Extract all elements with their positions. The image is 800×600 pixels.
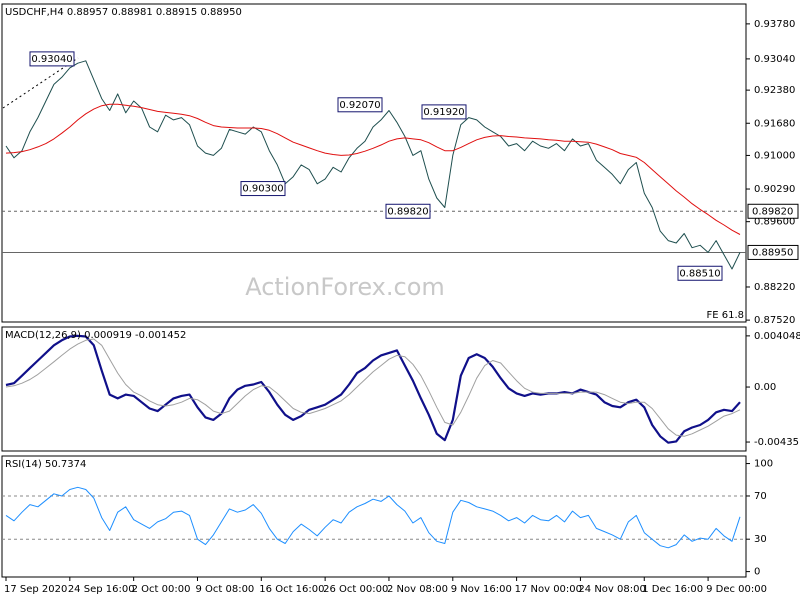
y-tick-label: 0.89600 xyxy=(754,217,795,228)
x-tick-label: 24 Nov 08:00 xyxy=(578,584,645,595)
series-line xyxy=(5,103,741,235)
y-tick-label: -0.004351 xyxy=(754,437,800,448)
x-tick-label: 17 Nov 00:00 xyxy=(515,584,582,595)
y-tick-label: 100 xyxy=(754,459,773,470)
annotation-box xyxy=(677,265,723,281)
x-tick-label: 17 Sep 2020 xyxy=(4,584,67,595)
series-line xyxy=(5,334,741,444)
panel-title: RSI(14) 50.7374 xyxy=(5,459,86,470)
panel-frame xyxy=(1,455,747,578)
panel-title: MACD(12,26,9) 0.000919 -0.001452 xyxy=(5,330,186,341)
annotation: 0.88510 xyxy=(679,268,720,279)
series-line xyxy=(5,60,741,270)
y-tick-label: 0.93780 xyxy=(754,19,795,30)
y-tick-label: 0.92380 xyxy=(754,85,795,96)
x-tick-label: 16 Oct 16:00 xyxy=(259,584,324,595)
y-tick-label: 0.90290 xyxy=(754,184,795,195)
annotation-box xyxy=(421,104,467,120)
annotation-box xyxy=(29,51,75,67)
annotation: 0.93040 xyxy=(31,54,72,65)
y-tick-label: 0.91680 xyxy=(754,118,795,129)
y-tick-label: 0.00 xyxy=(754,382,776,393)
y-tick-label: 0.91000 xyxy=(754,150,795,161)
x-tick-label: 9 Oct 08:00 xyxy=(195,584,254,595)
price-label-box xyxy=(747,203,799,219)
series-line xyxy=(5,486,741,549)
annotation-box xyxy=(385,203,431,219)
x-tick-label: 2 Oct 00:00 xyxy=(132,584,191,595)
panel-title: USDCHF,H4 0.88957 0.88981 0.88915 0.8895… xyxy=(5,7,242,18)
watermark: ActionForex.com xyxy=(245,273,445,301)
annotation: 0.91920 xyxy=(423,107,464,118)
y-tick-label: 30 xyxy=(754,534,767,545)
x-tick-label: 1 Dec 16:00 xyxy=(642,584,703,595)
x-tick-label: 26 Oct 00:00 xyxy=(323,584,388,595)
annotation: 0.90300 xyxy=(242,184,283,195)
annotation: 0.92070 xyxy=(339,100,380,111)
series-line xyxy=(5,338,741,437)
annotation: 0.89820 xyxy=(387,206,428,217)
y-tick-label: 0.93040 xyxy=(754,54,795,65)
price-label: 0.89820 xyxy=(752,206,793,217)
x-tick-label: 24 Sep 16:00 xyxy=(68,584,135,595)
panel-frame xyxy=(1,3,747,323)
price-label: 0.88950 xyxy=(752,247,793,258)
y-tick-label: 0 xyxy=(754,567,760,578)
y-tick-label: 0.004048 xyxy=(754,331,800,342)
panel-frame xyxy=(1,326,747,452)
y-tick-label: 70 xyxy=(754,491,767,502)
y-tick-label: 0.88220 xyxy=(754,282,795,293)
annotation-box xyxy=(240,181,286,197)
price-label-box xyxy=(747,244,799,260)
annotation-box xyxy=(337,97,383,113)
y-tick-label: 0.87520 xyxy=(754,315,795,326)
x-tick-label: 2 Nov 08:00 xyxy=(387,584,448,595)
x-tick-label: 9 Dec 00:00 xyxy=(706,584,767,595)
x-tick-label: 9 Nov 16:00 xyxy=(451,584,512,595)
note: FE 61.8 xyxy=(706,310,744,321)
